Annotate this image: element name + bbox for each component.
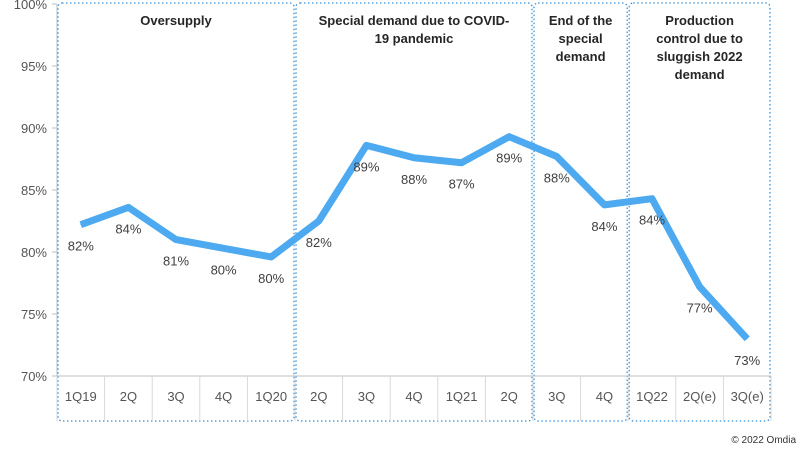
period-label: End of the special demand — [549, 13, 613, 64]
y-tick-label: 80% — [21, 245, 47, 260]
data-label: 73% — [734, 353, 760, 368]
x-tick-label: 1Q20 — [255, 389, 287, 404]
y-axis: 70% 75% 80% 85% 90% 95% 100% — [14, 0, 58, 384]
x-tick-label: 3Q(e) — [731, 389, 764, 404]
x-tick-label: 4Q — [596, 389, 613, 404]
x-tick-label: 2Q — [310, 389, 327, 404]
period-label: Special demand due to COVID-19 pandemic — [319, 13, 510, 46]
data-point — [127, 206, 129, 208]
data-point — [175, 239, 177, 241]
series-line-path — [79, 133, 750, 342]
x-axis: 1Q19 2Q 3Q 4Q 1Q20 2Q 3Q 4Q 1Q21 2Q 3Q 4Q 1Q22 2Q(e) 3… — [56, 375, 772, 421]
x-tick-label: 1Q19 — [65, 389, 97, 404]
data-label: 80% — [211, 262, 237, 277]
data-label: 82% — [306, 235, 332, 250]
y-tick-label: 100% — [14, 0, 48, 12]
y-tick-label: 75% — [21, 307, 47, 322]
data-point — [80, 224, 82, 226]
data-point — [651, 198, 653, 200]
x-tick-label: 1Q22 — [636, 389, 668, 404]
period-box — [628, 2, 771, 422]
x-tick-label: 2Q — [120, 389, 137, 404]
x-tick-label: 2Q(e) — [683, 389, 716, 404]
data-label: 88% — [401, 172, 427, 187]
y-tick-label: 85% — [21, 183, 47, 198]
x-tick-label: 1Q21 — [446, 389, 478, 404]
data-label: 80% — [258, 271, 284, 286]
x-tick-label: 3Q — [167, 389, 184, 404]
data-point — [699, 286, 701, 288]
x-tick-label: 4Q — [405, 389, 422, 404]
data-point — [556, 156, 558, 158]
y-tick-label: 95% — [21, 59, 47, 74]
y-tick-label: 90% — [21, 121, 47, 136]
data-label: 87% — [449, 177, 475, 192]
period-label: Production control due to sluggish 2022 dem… — [656, 13, 743, 82]
x-tick-label: 4Q — [215, 389, 232, 404]
period-label: Oversupply — [140, 13, 212, 28]
period-boxes: Oversupply Special demand due to COVID-19… — [57, 2, 771, 422]
x-tick-label: 3Q — [548, 389, 565, 404]
data-point — [365, 144, 367, 146]
period-box — [533, 2, 628, 422]
data-label: 89% — [496, 151, 522, 166]
data-label: 89% — [353, 159, 379, 174]
data-point — [270, 256, 272, 258]
series-line — [79, 133, 750, 342]
data-point — [413, 157, 415, 159]
x-tick-label: 3Q — [358, 389, 375, 404]
data-label: 88% — [544, 171, 570, 186]
data-point — [223, 247, 225, 249]
data-point — [461, 162, 463, 164]
data-label: 81% — [163, 254, 189, 269]
x-tick-label: 2Q — [501, 389, 518, 404]
data-label: 77% — [687, 301, 713, 316]
data-labels: 82% 84% 81% 80% 80% 82% 89% 88% 87% 89% 88% 84% 84% 7… — [68, 151, 761, 368]
data-point — [603, 204, 605, 206]
data-point — [508, 136, 510, 138]
data-point — [746, 338, 748, 340]
data-label: 84% — [639, 213, 665, 228]
copyright-credit: © 2022 Omdia — [731, 435, 796, 446]
period-box — [57, 2, 295, 422]
data-point — [318, 220, 320, 222]
data-label: 82% — [68, 239, 94, 254]
data-label: 84% — [115, 221, 141, 236]
data-label: 84% — [591, 219, 617, 234]
period-box — [295, 2, 533, 422]
y-tick-label: 70% — [21, 369, 47, 384]
